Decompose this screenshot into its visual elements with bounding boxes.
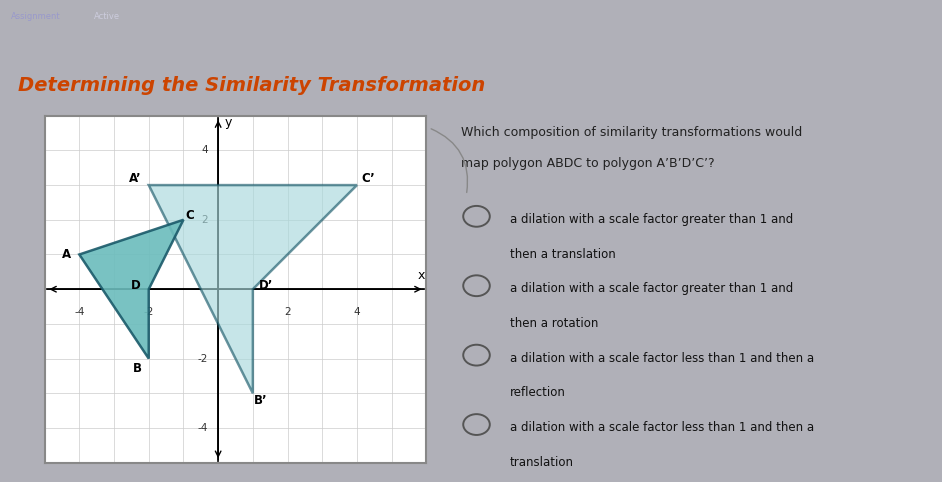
Text: Assignment: Assignment xyxy=(11,13,61,21)
Text: map polygon ABDC to polygon A’B’D’C’?: map polygon ABDC to polygon A’B’D’C’? xyxy=(461,157,715,170)
Text: then a translation: then a translation xyxy=(510,248,615,261)
Text: 2: 2 xyxy=(284,307,291,317)
Text: C: C xyxy=(186,209,194,222)
Text: Determining the Similarity Transformation: Determining the Similarity Transformatio… xyxy=(18,76,485,95)
Text: C’: C’ xyxy=(361,173,375,186)
Text: D: D xyxy=(131,279,140,292)
Text: 4: 4 xyxy=(201,146,208,155)
Polygon shape xyxy=(149,185,357,393)
Text: 2: 2 xyxy=(201,215,208,225)
Text: 4: 4 xyxy=(353,307,360,317)
Text: -2: -2 xyxy=(143,307,154,317)
Text: D’: D’ xyxy=(259,279,273,292)
Text: B’: B’ xyxy=(253,394,268,407)
Text: -4: -4 xyxy=(198,423,208,433)
Text: x: x xyxy=(417,269,425,282)
Text: then a rotation: then a rotation xyxy=(510,317,598,330)
Text: a dilation with a scale factor greater than 1 and: a dilation with a scale factor greater t… xyxy=(510,282,793,295)
Text: A’: A’ xyxy=(129,172,142,185)
Text: A: A xyxy=(61,248,71,261)
Text: Which composition of similarity transformations would: Which composition of similarity transfor… xyxy=(461,126,803,139)
Text: B: B xyxy=(133,362,142,375)
Text: a dilation with a scale factor greater than 1 and: a dilation with a scale factor greater t… xyxy=(510,213,793,226)
Text: translation: translation xyxy=(510,456,574,469)
Text: a dilation with a scale factor less than 1 and then a: a dilation with a scale factor less than… xyxy=(510,421,814,434)
Text: a dilation with a scale factor less than 1 and then a: a dilation with a scale factor less than… xyxy=(510,352,814,365)
Text: y: y xyxy=(225,116,233,129)
FancyArrowPatch shape xyxy=(431,129,467,192)
Text: Active: Active xyxy=(94,13,121,21)
Polygon shape xyxy=(79,220,184,359)
Text: -2: -2 xyxy=(198,354,208,363)
Text: -4: -4 xyxy=(74,307,85,317)
Text: reflection: reflection xyxy=(510,387,565,400)
